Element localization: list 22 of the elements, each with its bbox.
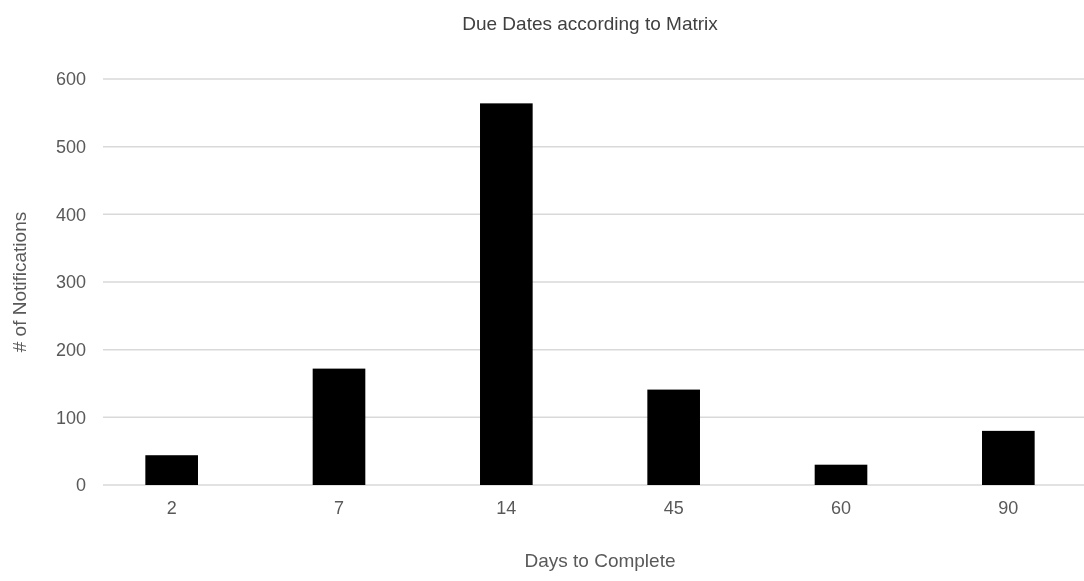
bar xyxy=(814,464,868,485)
y-axis-title: # of Notifications xyxy=(9,211,30,353)
x-tick-label: 45 xyxy=(663,498,684,518)
y-tick-label: 500 xyxy=(55,136,86,157)
y-tick-label: 100 xyxy=(55,407,86,428)
x-tick-label: 7 xyxy=(333,498,345,518)
x-tick-label: 2 xyxy=(166,498,177,518)
bar xyxy=(647,389,700,485)
bar xyxy=(480,103,533,485)
x-tick-label: 14 xyxy=(496,498,517,518)
y-tick-label: 200 xyxy=(55,339,86,360)
y-tick-label: 0 xyxy=(75,475,86,496)
x-tick-label: 90 xyxy=(998,498,1019,518)
bar xyxy=(312,368,366,485)
x-tick-label: 60 xyxy=(830,498,852,518)
x-axis-title: Days to Complete xyxy=(524,550,676,571)
chart-title: Due Dates according to Matrix xyxy=(462,13,719,34)
bar xyxy=(145,455,198,485)
bar xyxy=(982,430,1035,485)
y-tick-label: 600 xyxy=(55,69,86,90)
y-tick-label: 300 xyxy=(55,272,86,293)
y-tick-label: 400 xyxy=(55,204,86,225)
